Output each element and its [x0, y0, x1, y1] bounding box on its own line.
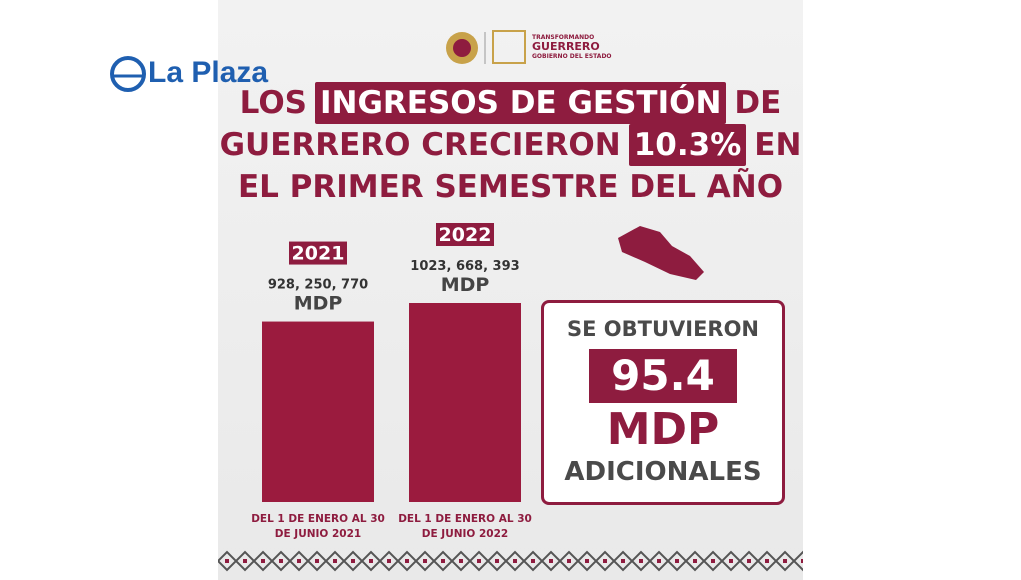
year-label: 2021: [292, 243, 345, 265]
logo-text: TRANSFORMANDO: [532, 34, 595, 41]
brand-icon: [110, 56, 146, 93]
pattern: [218, 546, 803, 576]
callout-outro: ADICIONALES: [564, 457, 762, 487]
unit-label: MDP: [294, 293, 343, 315]
callout-amount: 95.4: [589, 349, 737, 403]
logo: TRANSFORMANDO GUERRERO GOBIERNO DEL ESTA…: [492, 30, 612, 64]
title-part: INGRESOS DE GESTIÓN: [315, 82, 727, 124]
title-part: 10.3%: [628, 124, 747, 166]
brand: La Plaza: [108, 56, 269, 93]
unit-label: MDP: [441, 274, 490, 296]
callout: SE OBTUVIERON 95.4 MDP ADICIONALES: [541, 300, 785, 505]
period-label: DEL 1 DE ENERO AL 30 DE JUNIO 2021: [251, 513, 385, 540]
map: [618, 226, 704, 280]
callout-unit: MDP: [606, 404, 720, 455]
title-part: DE: [734, 85, 782, 121]
year-box: [289, 241, 347, 265]
bar: [409, 303, 521, 502]
logo-text: GUERRERO: [532, 40, 600, 53]
callout-intro: SE OBTUVIERON: [566, 317, 760, 341]
title-line: EL PRIMER SEMESTRE DEL AÑO: [218, 166, 803, 208]
year-label: 2022: [439, 224, 492, 246]
brand-name: La Plaza: [148, 56, 269, 89]
title: LOS INGRESOS DE GESTIÓN DE GUERRERO CRECIER…: [218, 82, 803, 208]
year-box: [436, 223, 494, 246]
title-part: GUERRERO CRECIERON: [219, 127, 621, 163]
title-line: LOS INGRESOS DE GESTIÓN DE: [218, 82, 803, 124]
title-line: GUERRERO CRECIERON 10.3% EN: [218, 124, 803, 166]
logo-text: GOBIERNO DEL ESTADO: [532, 53, 612, 60]
title-part: EL PRIMER SEMESTRE DEL AÑO: [237, 169, 784, 205]
period-label: DEL 1 DE ENERO AL 30 DE JUNIO 2022: [398, 513, 532, 540]
value-label: 928, 250, 770: [268, 278, 368, 293]
bar: [262, 321, 374, 502]
title-part: EN: [754, 127, 802, 163]
seal: [446, 32, 486, 64]
value-label: 1023, 668, 393: [410, 259, 519, 274]
title-part: LOS: [239, 85, 307, 121]
